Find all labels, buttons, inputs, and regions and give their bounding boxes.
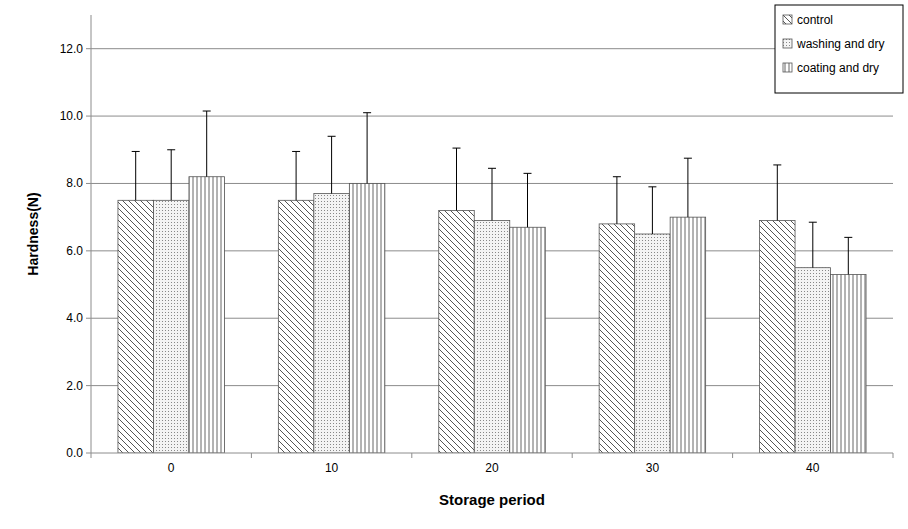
bar: [599, 224, 635, 453]
tick-label: 12.0: [60, 42, 84, 56]
error-bar: [328, 136, 336, 193]
error-bar: [524, 173, 532, 227]
tick-mark: [86, 385, 91, 386]
tick-mark: [86, 116, 91, 117]
category-label: 20: [485, 461, 499, 475]
x-axis: [91, 453, 893, 454]
x-tick-mark: [732, 453, 733, 458]
x-tick-mark: [572, 453, 573, 458]
error-bar: [648, 187, 656, 234]
bar: [278, 200, 314, 453]
bar: [118, 200, 154, 453]
tick-mark: [86, 48, 91, 49]
error-bar: [773, 165, 781, 221]
y-axis-label: Hardness(N): [25, 192, 41, 275]
error-bar: [203, 111, 211, 177]
legend-label: coating and dry: [797, 61, 879, 75]
bar: [474, 221, 510, 453]
tick-label: 10.0: [60, 109, 84, 123]
legend-label: control: [797, 13, 833, 27]
bar: [439, 210, 475, 453]
error-bar: [613, 177, 621, 224]
category-label: 30: [646, 461, 660, 475]
y-axis: [91, 15, 92, 453]
category-label: 10: [325, 461, 339, 475]
bar: [760, 221, 796, 453]
x-tick-mark: [251, 453, 252, 458]
tick-mark: [86, 183, 91, 184]
error-bar: [844, 237, 852, 274]
legend-swatch: [783, 15, 792, 24]
bar: [314, 194, 350, 453]
legend-box: [775, 5, 903, 93]
tick-label: 6.0: [66, 244, 83, 258]
x-tick-mark: [893, 453, 894, 458]
bar: [349, 183, 385, 453]
tick-label: 2.0: [66, 379, 83, 393]
error-bar: [167, 150, 175, 201]
category-label: 40: [806, 461, 820, 475]
error-bar: [453, 148, 461, 210]
legend-swatch: [783, 39, 792, 48]
bars: [118, 111, 866, 453]
tick-label: 4.0: [66, 311, 83, 325]
legend-swatch: [783, 63, 792, 72]
tick-label: 0.0: [66, 446, 83, 460]
bar: [795, 268, 831, 453]
tick-mark: [86, 250, 91, 251]
bar: [635, 234, 671, 453]
x-tick-mark: [91, 453, 92, 458]
bar: [831, 274, 867, 453]
chart: 0.0 2.0 4.0 6.0 8.0 10.0 12.0 0 10 20 30 40 Storage …: [0, 0, 908, 529]
bar: [153, 200, 189, 453]
legend-label: washing and dry: [796, 37, 884, 51]
error-bar: [809, 222, 817, 267]
bar: [510, 227, 546, 453]
category-label: 0: [168, 461, 175, 475]
x-tick-mark: [411, 453, 412, 458]
error-bar: [132, 151, 140, 200]
error-bar: [363, 113, 371, 184]
tick-mark: [86, 318, 91, 319]
tick-mark: [86, 453, 91, 454]
error-bar: [292, 151, 300, 200]
error-bar: [488, 168, 496, 220]
error-bar: [684, 158, 692, 217]
bar: [189, 177, 225, 453]
tick-label: 8.0: [66, 176, 83, 190]
bar: [670, 217, 706, 453]
grid-line: [91, 48, 893, 49]
grid-line: [91, 116, 893, 117]
x-axis-label: Storage period: [439, 491, 545, 508]
